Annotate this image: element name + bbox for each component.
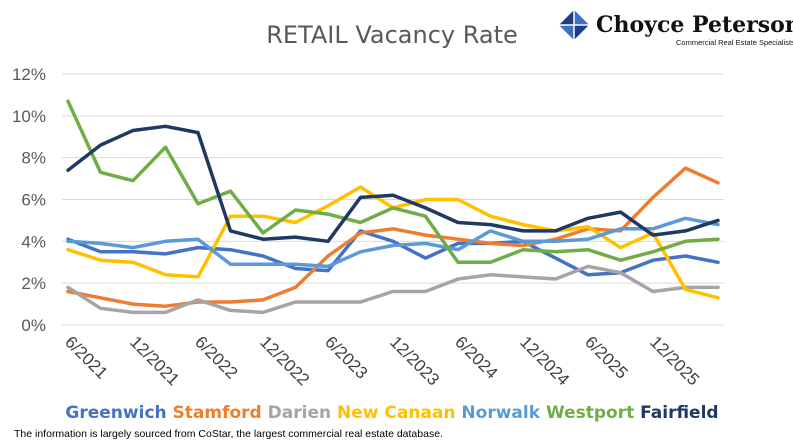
logo-name: Choyce Peterson — [596, 12, 793, 38]
legend-item-norwalk: Norwalk — [456, 403, 541, 423]
series-line-stamford — [66, 166, 720, 308]
legend-item-stamford: Stamford — [167, 403, 262, 423]
legend-item-westport: Westport — [540, 403, 634, 423]
x-tick-label: 6/2025 — [581, 332, 631, 382]
y-tick-label: 6% — [21, 191, 46, 210]
x-tick-label: 6/2024 — [451, 332, 501, 382]
y-tick-label: 2% — [21, 274, 46, 293]
x-axis-ticks: 6/2021 12/2021 6/2022 12/2022 6/2023 12/2023 6… — [61, 332, 703, 389]
series-line-darien — [66, 264, 720, 315]
series-line-norwalk — [66, 216, 720, 269]
x-tick-label: 12/2024 — [516, 332, 573, 389]
x-tick-label: 12/2023 — [386, 332, 443, 389]
series-line-westport — [66, 99, 720, 265]
x-tick-label: 12/2021 — [126, 332, 183, 389]
footnote: The information is largely sourced from … — [14, 428, 443, 440]
x-tick-label: 6/2023 — [321, 332, 371, 382]
chart-title: RETAIL Vacancy Rate — [266, 21, 518, 49]
y-tick-label: 10% — [12, 107, 46, 126]
x-tick-label: 6/2022 — [191, 332, 241, 382]
x-tick-label: 6/2021 — [61, 332, 111, 382]
company-logo: Choyce Peterson Commercial Real Estate S… — [559, 10, 793, 47]
legend-item-greenwich: Greenwich — [65, 403, 166, 423]
x-tick-label: 12/2022 — [256, 332, 313, 389]
legend: Greenwich Stamford Darien New Canaan Nor… — [65, 403, 718, 423]
x-tick-label: 12/2025 — [646, 332, 703, 389]
y-tick-label: 0% — [21, 316, 46, 335]
y-tick-label: 4% — [21, 232, 46, 251]
legend-item-darien: Darien — [262, 403, 331, 423]
y-tick-label: 8% — [21, 149, 46, 168]
legend-item-fairfield: Fairfield — [634, 403, 718, 423]
legend-item-new-canaan: New Canaan — [331, 403, 455, 423]
y-axis-ticks: 0% 2% 4% 6% 8% 10% 12% — [12, 65, 46, 335]
series-lines — [66, 99, 720, 315]
y-tick-label: 12% — [12, 65, 46, 84]
logo-diamond-icon — [559, 10, 589, 40]
series-line-greenwich — [66, 229, 720, 277]
logo-tagline: Commercial Real Estate Specialists — [676, 38, 793, 47]
series-line-fairfield — [66, 124, 720, 244]
gridlines — [62, 73, 724, 326]
